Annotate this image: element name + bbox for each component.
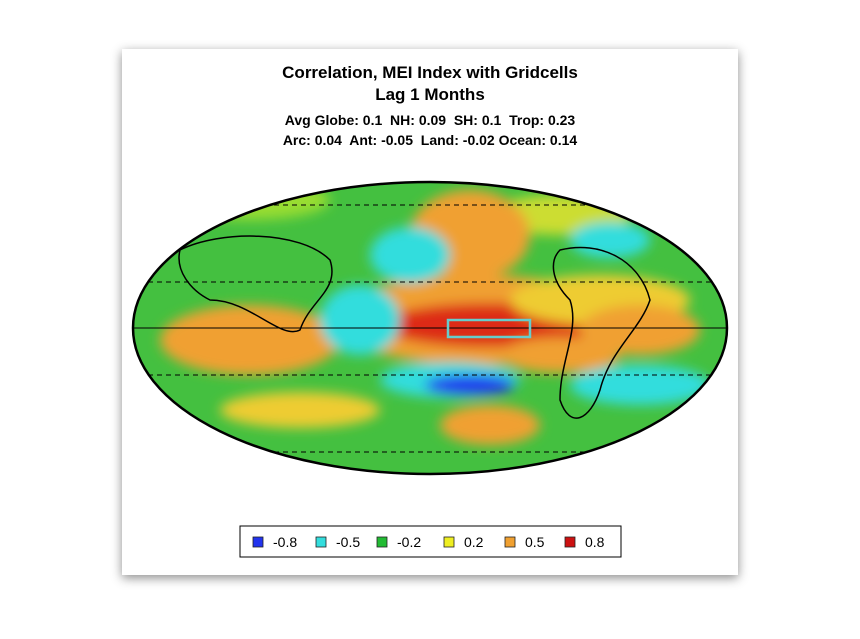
legend-label: -0.8	[273, 534, 297, 550]
subtitle: Lag 1 Months	[375, 85, 485, 104]
stats-line: Avg Globe: 0.1 NH: 0.09 SH: 0.1 Trop: 0.…	[285, 112, 576, 128]
legend-swatch	[315, 536, 327, 548]
legend-label: -0.5	[336, 534, 360, 550]
nino-box	[446, 318, 532, 339]
legend-label: 0.8	[585, 534, 605, 550]
legend-label: 0.2	[464, 534, 484, 550]
coastline	[552, 246, 651, 419]
legend-swatch	[376, 536, 388, 548]
coastline	[178, 235, 333, 333]
globe-outline	[131, 180, 729, 476]
title: Correlation, MEI Index with Gridcells	[282, 63, 578, 82]
legend-swatch	[252, 536, 264, 548]
stats-line: Arc: 0.04 Ant: -0.05 Land: -0.02 Ocean: …	[283, 132, 578, 148]
legend-swatch	[564, 536, 576, 548]
legend-box	[239, 525, 622, 558]
legend-label: 0.5	[525, 534, 545, 550]
legend-swatch	[443, 536, 455, 548]
legend-label: -0.2	[397, 534, 421, 550]
legend-swatch	[504, 536, 516, 548]
map-field	[133, 182, 727, 474]
legend: -0.8 -0.5 -0.2 0.2 0.5 0.8	[252, 534, 605, 550]
